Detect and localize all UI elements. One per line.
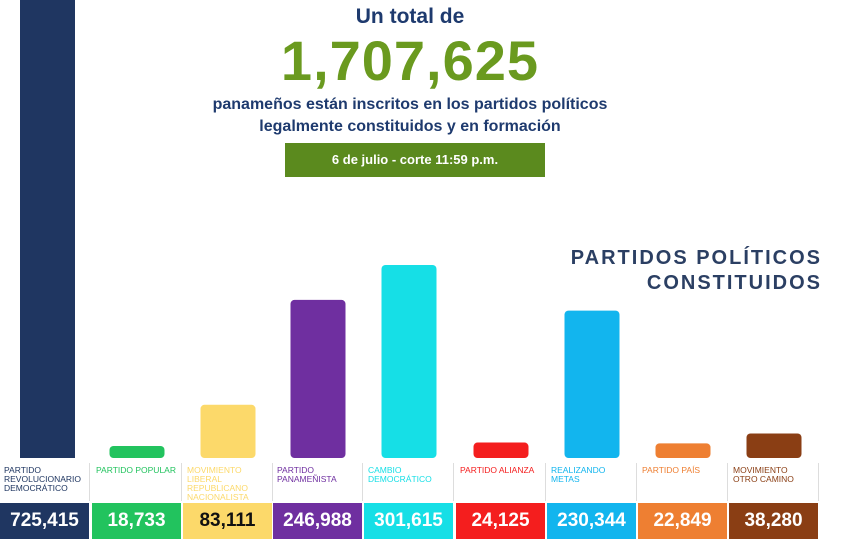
- bar: [109, 446, 165, 458]
- bar: [20, 0, 75, 458]
- value-label: 230,344: [547, 503, 636, 539]
- category-label: PARTIDO PANAMEÑISTA: [273, 463, 363, 501]
- section-title-line: PARTIDOS POLÍTICOS: [570, 247, 822, 269]
- total: 1,707,625: [280, 29, 540, 92]
- subtitle: panameños están inscritos en los partido…: [212, 96, 608, 113]
- category-label: PARTIDO POPULAR: [92, 463, 182, 501]
- date-note: 6 de julio - corte 11:59 p.m.: [285, 143, 545, 177]
- section-title-line: CONSTITUIDOS: [646, 272, 822, 294]
- bar: [200, 404, 256, 458]
- title: Un total de: [355, 5, 465, 28]
- bar: [473, 442, 529, 458]
- category-label: PARTIDO ALIANZA: [456, 463, 546, 501]
- value-label: 18,733: [92, 503, 181, 539]
- bar: [655, 443, 711, 458]
- category-label: MOVIMIENTO LIBERAL REPUBLICANO NACIONALI…: [183, 463, 273, 501]
- value-label: 301,615: [364, 503, 453, 539]
- category-label: PARTIDO REVOLUCIONARIO DEMOCRÁTICO: [0, 463, 90, 501]
- value-label: 24,125: [456, 503, 545, 539]
- section-title: PARTIDOS POLÍTICOS CONSTITUIDOS: [571, 246, 822, 296]
- subtitle: legalmente constituidos y en formación: [259, 118, 561, 135]
- category-label: PARTIDO PAÍS: [638, 463, 728, 501]
- value-label: 725,415: [0, 503, 89, 539]
- category-label: MOVIMIENTO OTRO CAMINO: [729, 463, 819, 501]
- bar: [381, 264, 437, 458]
- bar: [564, 310, 620, 458]
- value-label: 38,280: [729, 503, 818, 539]
- value-label: 22,849: [638, 503, 727, 539]
- value-label: 83,111: [183, 503, 272, 539]
- bar: [290, 299, 346, 458]
- value-label: 246,988: [273, 503, 362, 539]
- category-label: REALIZANDO METAS: [547, 463, 637, 501]
- bar: [746, 433, 802, 458]
- category-label: CAMBIO DEMOCRÁTICO: [364, 463, 454, 501]
